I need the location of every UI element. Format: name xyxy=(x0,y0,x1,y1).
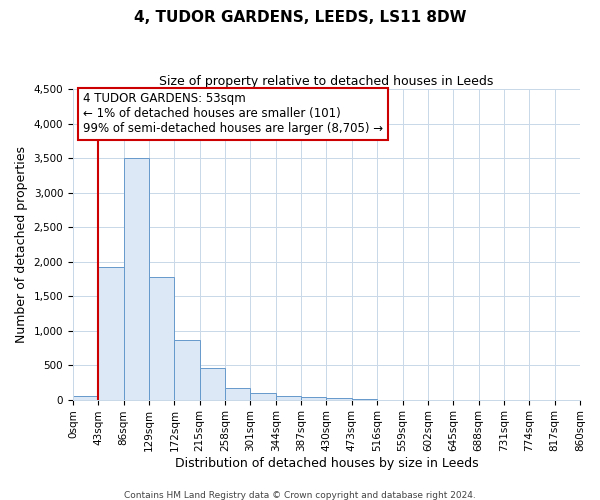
Bar xyxy=(175,340,200,400)
Bar xyxy=(276,396,301,400)
Bar xyxy=(326,398,352,400)
Bar xyxy=(200,368,225,400)
Bar xyxy=(149,277,175,400)
X-axis label: Distribution of detached houses by size in Leeds: Distribution of detached houses by size … xyxy=(175,457,478,470)
Y-axis label: Number of detached properties: Number of detached properties xyxy=(15,146,28,343)
Bar xyxy=(124,158,149,400)
Text: 4 TUDOR GARDENS: 53sqm
← 1% of detached houses are smaller (101)
99% of semi-det: 4 TUDOR GARDENS: 53sqm ← 1% of detached … xyxy=(83,92,383,136)
Title: Size of property relative to detached houses in Leeds: Size of property relative to detached ho… xyxy=(159,75,494,88)
Text: Contains HM Land Registry data © Crown copyright and database right 2024.: Contains HM Land Registry data © Crown c… xyxy=(124,490,476,500)
Bar xyxy=(250,394,276,400)
Bar xyxy=(73,396,98,400)
Bar xyxy=(301,397,326,400)
Text: 4, TUDOR GARDENS, LEEDS, LS11 8DW: 4, TUDOR GARDENS, LEEDS, LS11 8DW xyxy=(134,10,466,25)
Bar xyxy=(98,267,124,400)
Bar xyxy=(225,388,250,400)
